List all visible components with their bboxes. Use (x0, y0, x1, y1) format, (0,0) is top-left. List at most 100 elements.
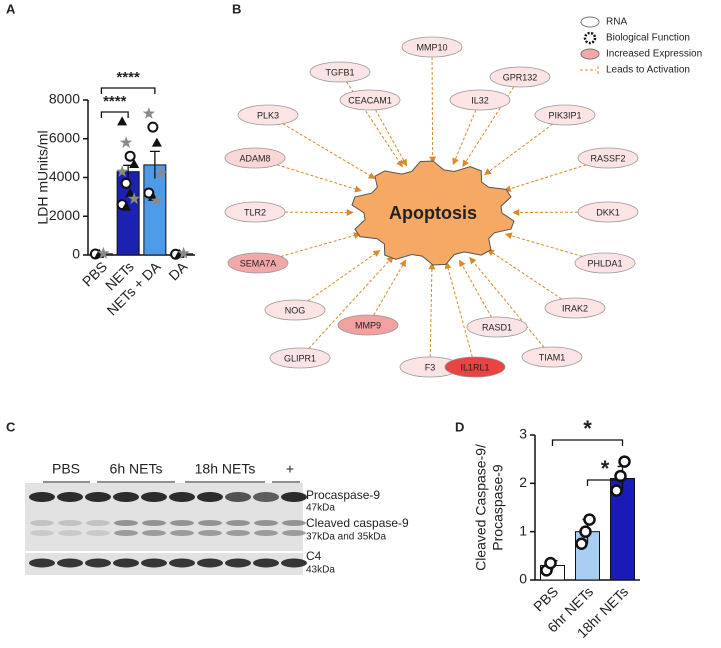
x-tick-label: DA (165, 258, 191, 284)
node-label: CEACAM1 (348, 95, 392, 105)
data-point (177, 246, 190, 259)
blot-band (254, 530, 278, 536)
rna-node (444, 356, 506, 378)
rna-node (449, 89, 511, 111)
node-label: GPR132 (503, 72, 538, 82)
biological-function-node (351, 160, 515, 266)
panel-letter: C (6, 419, 16, 434)
legend-icon (580, 48, 600, 60)
node-label: IRAK2 (562, 303, 588, 313)
blot-band (114, 520, 138, 526)
blot-band (113, 492, 139, 502)
node-label: DKK1 (596, 207, 620, 217)
blot-band (281, 492, 307, 502)
blot-band (141, 558, 167, 568)
blot-band (29, 558, 55, 568)
data-point (614, 469, 627, 483)
blot-band (198, 530, 222, 536)
rna-node (224, 201, 286, 223)
significance-bracket (586, 479, 624, 486)
blot-band (57, 558, 83, 568)
legend-label: Leads to Activation (606, 65, 690, 76)
y-tick-label: 0 (72, 246, 80, 262)
node-label: TLR2 (244, 207, 266, 217)
data-point (579, 525, 592, 538)
data-point (583, 513, 596, 526)
data-point (575, 537, 588, 550)
node-label: IL32 (471, 95, 489, 105)
activation-arrow (308, 255, 394, 349)
rna-node (534, 104, 596, 126)
rna-node (309, 61, 371, 83)
blot-band (142, 530, 166, 536)
activation-arrow (504, 232, 583, 257)
data-point (151, 137, 162, 147)
activation-arrow (276, 164, 362, 193)
activation-arrow (483, 123, 554, 176)
data-point (147, 121, 159, 133)
activation-arrow (459, 259, 492, 318)
legend-label: Biological Function (606, 33, 690, 44)
node-label: F3 (425, 362, 436, 372)
node-label: MMP10 (416, 42, 447, 52)
blot-band (225, 558, 251, 568)
rna-node (489, 66, 551, 88)
blot-band (58, 520, 82, 526)
y-tick-label: 8000 (49, 91, 80, 107)
significance-label: **** (103, 93, 127, 110)
rna-node (577, 201, 639, 223)
y-tick-label: 2 (519, 474, 527, 490)
blot-band (86, 520, 110, 526)
legend-label: Increased Expression (606, 49, 702, 60)
band-name: Procaspase-9 (306, 488, 380, 502)
blot-band (281, 558, 307, 568)
activation-arrow (444, 261, 473, 358)
blot-band (29, 492, 55, 502)
legend-icon (583, 31, 597, 45)
y-axis-label: LDH mUnits/ml (35, 130, 51, 224)
data-point (142, 107, 156, 119)
y-axis-label: Procaspase-9 (490, 464, 506, 551)
blot-band (86, 530, 110, 536)
rna-node (401, 36, 463, 58)
blot-band (85, 558, 111, 568)
significance-label: **** (116, 69, 140, 86)
blot-band (254, 520, 278, 526)
y-tick-label: 1 (519, 522, 527, 538)
data-point (610, 484, 623, 497)
blot-band (113, 558, 139, 568)
rna-node (269, 347, 331, 369)
blot-band (114, 530, 138, 536)
node-label: TIAM1 (539, 352, 566, 362)
data-point (618, 455, 631, 468)
legend-label: RNA (606, 17, 627, 28)
y-tick-label: 2000 (49, 207, 80, 223)
blot-band (282, 530, 306, 536)
node-label: RASSF2 (590, 153, 625, 163)
rna-node (224, 147, 286, 169)
rna-node (544, 297, 606, 319)
rna-node (466, 316, 528, 338)
node-label: PLK3 (257, 110, 279, 120)
activation-arrow (428, 262, 436, 358)
error-bar (149, 150, 160, 179)
blot-band (170, 520, 194, 526)
lane-group-label: PBS (52, 461, 80, 477)
blot-band (57, 492, 83, 502)
data-point (125, 188, 136, 197)
activation-arrow (373, 259, 407, 316)
lane-group-label: 18h NETs (195, 461, 256, 477)
activation-arrow (469, 256, 545, 348)
panel-letter: D (455, 419, 464, 434)
y-tick-label: 0 (519, 571, 527, 587)
y-axis-label: Cleaved Caspase-9/ (473, 444, 489, 571)
rna-node (237, 104, 299, 126)
band-name: Cleaved caspase-9 (306, 516, 409, 530)
band-name: C4 (306, 549, 322, 563)
blot-band (282, 520, 306, 526)
lane-group-label: 6h NETs (110, 461, 163, 477)
node-label: TGFB1 (325, 67, 354, 77)
node-label: SEMA7A (240, 258, 277, 268)
data-point (124, 150, 136, 162)
